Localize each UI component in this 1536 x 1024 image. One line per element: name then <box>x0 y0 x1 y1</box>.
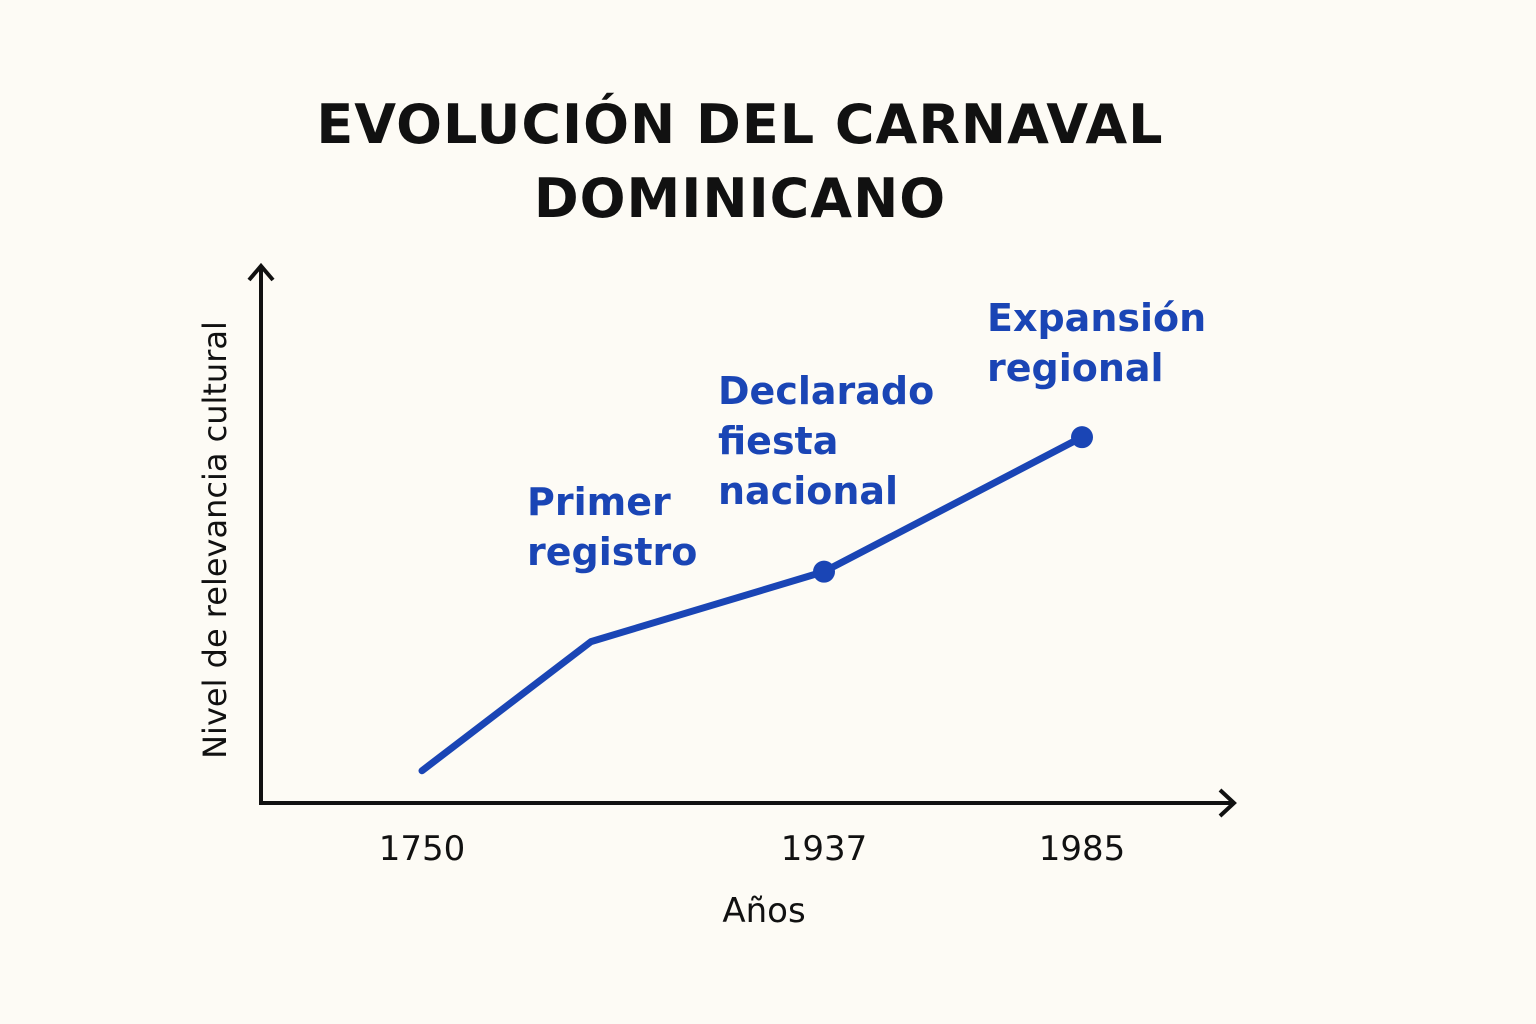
x-tick-label: 1985 <box>1039 829 1126 869</box>
x-axis-arrow <box>1218 788 1237 818</box>
x-tick-label: 1750 <box>379 829 466 869</box>
marker <box>813 560 835 583</box>
annotation: Declarado fiesta nacional <box>718 369 935 513</box>
x-axis-label: Años <box>722 891 805 931</box>
chart-title: EVOLUCIÓN DEL CARNAVAL DOMINICANO <box>316 93 1164 230</box>
x-tick-label: 1937 <box>781 829 868 869</box>
marker <box>1071 426 1093 449</box>
line <box>418 433 1086 775</box>
y-axis-arrow <box>247 262 275 282</box>
annotation: Expansión regional <box>987 296 1207 390</box>
annotation: Primer registro <box>527 480 698 574</box>
y-axis-label: Nivel de relevancia cultural <box>196 321 234 759</box>
